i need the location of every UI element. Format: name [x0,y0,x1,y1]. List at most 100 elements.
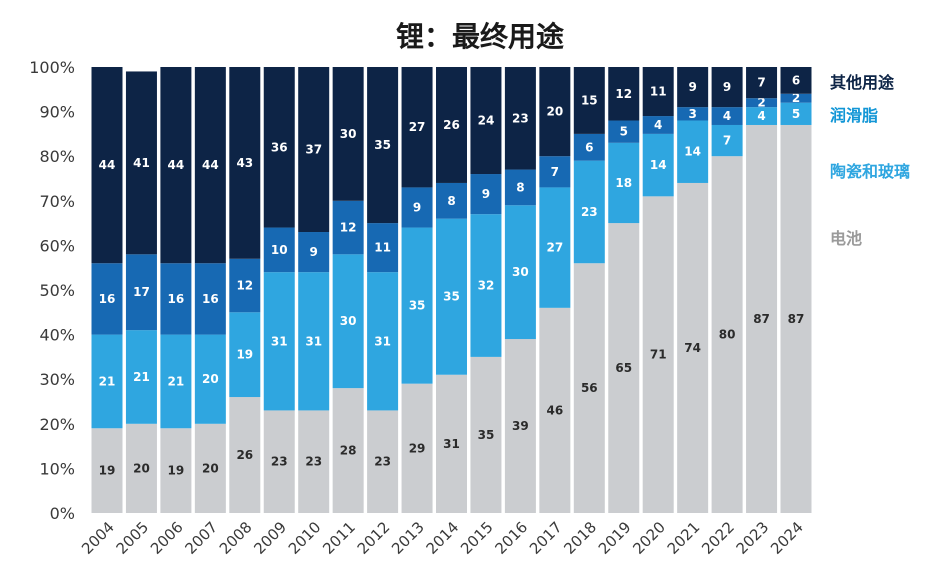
bar-segment [194,334,226,424]
data-label: 35 [478,428,495,442]
chart-title: 锂：最终用途 [396,20,565,53]
data-label: 9 [482,187,490,201]
bar-segment [711,67,743,108]
data-label: 14 [684,145,701,159]
bar-segment [91,428,123,513]
bar-segment [573,160,605,264]
data-label: 44 [99,158,116,172]
data-label: 4 [723,109,731,123]
bar-segment [367,410,399,513]
x-tick-label: 2006 [147,518,187,558]
y-tick-label: 10% [39,459,75,478]
bar-segment [608,142,640,224]
data-label: 35 [443,290,460,304]
x-tick-label: 2024 [767,518,807,558]
bar-segment [229,67,261,259]
data-label: 8 [447,194,455,208]
data-label: 31 [443,437,460,451]
bar-segment [780,102,812,125]
data-label: 87 [788,312,805,326]
data-label: 41 [133,156,150,170]
data-label: 46 [546,403,563,417]
data-label: 16 [99,292,116,306]
bar-segment [229,312,261,398]
data-label: 24 [478,114,495,128]
x-tick-label: 2005 [113,518,153,558]
bar-segment [642,196,674,513]
y-tick-label: 20% [39,415,75,434]
data-label: 30 [340,127,357,141]
data-label: 9 [413,200,421,214]
bar-segment [677,120,709,183]
bar-segment [539,307,571,513]
bar-segment [263,410,295,513]
bar-segment [263,227,295,273]
bar-segment [194,423,226,513]
data-label: 20 [202,461,219,475]
bar-segment [160,334,192,429]
bar-segment [746,98,778,108]
x-tick-label: 2023 [733,518,773,558]
legend-item: 其他用途 [830,73,895,92]
x-tick-label: 2016 [491,518,531,558]
data-label: 7 [551,165,559,179]
bar-segment [504,339,536,513]
data-label: 32 [478,279,495,293]
bar-segment [401,67,433,188]
data-label: 5 [792,107,800,121]
bar-segment [263,67,295,228]
data-label: 6 [792,73,800,87]
bar-segment [125,254,157,331]
data-label: 12 [236,279,253,293]
data-label: 17 [133,285,150,299]
bar-segment [367,67,399,224]
bar-segment [332,388,364,513]
bar-segment [780,93,812,103]
bar-segment [573,67,605,134]
legend-item: 电池 [830,229,862,248]
bar-segment [229,258,261,313]
bar-segment [539,67,571,157]
data-label: 2 [757,96,765,110]
bar-segment [263,272,295,411]
bar-segment [332,254,364,389]
y-tick-label: 80% [39,147,75,166]
x-tick-label: 2007 [181,518,221,558]
data-label: 31 [271,334,288,348]
bar-segment [470,214,502,357]
data-label: 56 [581,381,598,395]
data-label: 10 [271,243,288,257]
x-tick-label: 2015 [457,518,497,558]
data-label: 74 [684,341,701,355]
bar-segment [194,67,226,264]
bar-segment [642,133,674,197]
x-tick-label: 2018 [560,518,600,558]
bar-segment [332,67,364,201]
data-label: 87 [753,312,770,326]
data-label: 43 [236,156,253,170]
x-tick-label: 2014 [423,518,463,558]
data-label: 44 [202,158,219,172]
data-label: 8 [516,180,524,194]
data-label: 80 [719,328,736,342]
bar-segment [298,67,330,233]
y-tick-label: 40% [39,326,75,345]
x-tick-label: 2009 [250,518,290,558]
x-tick-label: 2012 [354,518,394,558]
data-label: 9 [723,80,731,94]
data-label: 23 [271,455,288,469]
y-tick-label: 30% [39,370,75,389]
data-label: 23 [512,111,529,125]
bar-segment [298,410,330,513]
x-tick-label: 2004 [78,518,118,558]
bar-segment [125,330,157,424]
bar-segment [401,227,433,384]
bar-segment [780,67,812,94]
bar-segment [298,272,330,411]
bar-segment [125,423,157,513]
data-label: 36 [271,140,288,154]
data-label: 21 [133,370,150,384]
data-label: 19 [168,464,185,478]
